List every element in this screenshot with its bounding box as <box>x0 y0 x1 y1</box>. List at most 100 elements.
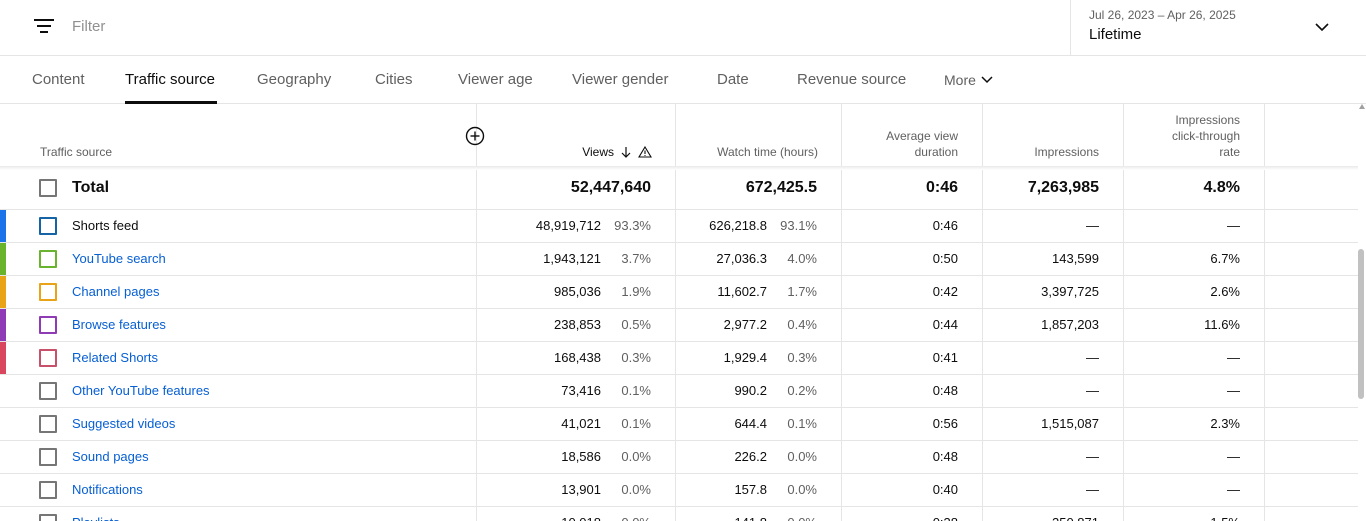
tab-date[interactable]: Date <box>717 71 749 88</box>
views-value: 1,943,121 <box>543 251 601 266</box>
chevron-down-icon[interactable] <box>1313 18 1331 36</box>
row-checkbox[interactable] <box>39 316 57 334</box>
tab-viewer-gender[interactable]: Viewer gender <box>572 71 669 88</box>
date-range-label: Lifetime <box>1089 26 1142 43</box>
add-metric-icon[interactable] <box>465 126 485 146</box>
sort-down-icon[interactable] <box>620 146 632 158</box>
traffic-source-name[interactable]: YouTube search <box>72 251 166 266</box>
avg-view-duration-value: 0:48 <box>932 449 958 464</box>
views-value: 10,018 <box>480 515 601 521</box>
scrollbar-thumb[interactable] <box>1358 249 1364 399</box>
views-percent: 0.1% <box>621 416 651 431</box>
header-ctr-line2: click-through <box>1171 129 1240 143</box>
watch-time-percent: 0.1% <box>787 416 817 431</box>
watch-time-percent: 1.7% <box>787 284 817 299</box>
row-checkbox[interactable] <box>39 382 57 400</box>
header-watch-time[interactable]: Watch time (hours) <box>717 145 818 159</box>
watch-time-percent: 0.0% <box>771 515 817 521</box>
total-watch-time: 672,425.5 <box>745 179 817 196</box>
date-range-selector[interactable]: Jul 26, 2023 – Apr 26, 2025 Lifetime <box>1070 0 1366 56</box>
avg-view-duration-value: 0:50 <box>932 251 958 266</box>
ctr-value: 1.5% <box>1128 515 1240 521</box>
header-average-view-duration[interactable]: Average view duration <box>850 128 958 160</box>
watch-time-percent: 0.0% <box>787 449 817 464</box>
watch-time-value: 157.8 <box>734 482 767 497</box>
tab-content[interactable]: Content <box>32 71 85 88</box>
row-checkbox[interactable] <box>39 481 57 499</box>
row-checkbox[interactable] <box>39 349 57 367</box>
views-percent: 1.9% <box>621 284 651 299</box>
row-checkbox[interactable] <box>39 448 57 466</box>
scroll-up-arrow[interactable] <box>1359 104 1365 109</box>
table-row: Suggested videos 41,021 0.1% 644.4 0.1% 0:56 1… <box>0 408 1358 441</box>
watch-time-percent: 0.3% <box>787 350 817 365</box>
traffic-source-name[interactable]: Notifications <box>72 482 143 497</box>
series-color-bar <box>0 507 6 521</box>
report-tabs: Content Traffic source Geography Cities … <box>0 56 1366 104</box>
column-divider <box>1264 104 1265 521</box>
impressions-value: 1,515,087 <box>1041 416 1099 431</box>
total-checkbox[interactable] <box>39 179 57 197</box>
tab-geography[interactable]: Geography <box>257 71 332 88</box>
impressions-value: — <box>1086 350 1099 365</box>
header-views-label: Views <box>582 145 614 159</box>
row-checkbox[interactable] <box>39 514 57 521</box>
tab-more[interactable]: More <box>944 72 994 88</box>
column-divider <box>841 104 842 521</box>
traffic-source-name[interactable]: Other YouTube features <box>72 383 210 398</box>
column-divider <box>982 104 983 521</box>
ctr-value: — <box>1227 350 1240 365</box>
table-row: Other YouTube features 73,416 0.1% 990.2 0.2… <box>0 375 1358 408</box>
tab-cities[interactable]: Cities <box>375 71 413 88</box>
header-ctr-line3: rate <box>1219 145 1240 159</box>
filter-icon[interactable] <box>34 18 54 34</box>
tab-traffic-source[interactable]: Traffic source <box>125 71 216 88</box>
series-color-bar <box>0 309 6 341</box>
views-value: 73,416 <box>561 383 601 398</box>
active-tab-indicator <box>125 101 217 104</box>
watch-time-value: 141.8 <box>680 515 767 521</box>
header-impressions-ctr[interactable]: Impressions click-through rate <box>1130 112 1240 160</box>
filter-input[interactable]: Filter <box>72 18 106 35</box>
table-row: YouTube search 1,943,121 3.7% 27,036.3 4.0% 0… <box>0 243 1358 276</box>
traffic-source-name[interactable]: Sound pages <box>72 449 149 464</box>
table-row: Browse features 238,853 0.5% 2,977.2 0.4% 0:4… <box>0 309 1358 342</box>
row-checkbox[interactable] <box>39 283 57 301</box>
impressions-value: — <box>1086 218 1099 233</box>
tab-revenue-source[interactable]: Revenue source <box>797 71 907 88</box>
views-percent: 3.7% <box>621 251 651 266</box>
row-checkbox[interactable] <box>39 415 57 433</box>
date-range-text: Jul 26, 2023 – Apr 26, 2025 <box>1089 8 1236 22</box>
watch-time-value: 1,929.4 <box>723 350 767 365</box>
header-impressions[interactable]: Impressions <box>1034 145 1099 159</box>
traffic-source-name[interactable]: Suggested videos <box>72 416 176 431</box>
avg-view-duration-value: 0:46 <box>932 218 958 233</box>
header-ctr-line1: Impressions <box>1175 113 1240 127</box>
vertical-scrollbar[interactable] <box>1358 104 1366 521</box>
ctr-value: — <box>1227 383 1240 398</box>
header-traffic-source[interactable]: Traffic source <box>40 145 113 159</box>
series-color-bar <box>0 408 6 440</box>
series-color-bar <box>0 441 6 473</box>
column-divider <box>476 104 477 521</box>
traffic-source-name[interactable]: Browse features <box>72 317 166 332</box>
views-value: 238,853 <box>554 317 601 332</box>
watch-time-value: 990.2 <box>734 383 767 398</box>
ctr-value: — <box>1227 449 1240 464</box>
row-checkbox[interactable] <box>39 250 57 268</box>
column-divider <box>1123 104 1124 521</box>
tab-viewer-age[interactable]: Viewer age <box>458 71 533 88</box>
traffic-source-name[interactable]: Related Shorts <box>72 350 158 365</box>
header-views[interactable]: Views <box>520 144 652 160</box>
header-avg-line1: Average view <box>886 129 958 143</box>
views-value: 48,919,712 <box>535 218 601 233</box>
watch-time-percent: 4.0% <box>787 251 817 266</box>
traffic-source-name[interactable]: Channel pages <box>72 284 160 299</box>
watch-time-value: 11,602.7 <box>717 284 767 299</box>
traffic-source-table: Traffic source Views Watch time (hours) … <box>0 104 1358 521</box>
watch-time-percent: 0.0% <box>787 482 817 497</box>
impressions-value: 3,397,725 <box>1041 284 1099 299</box>
warning-icon[interactable] <box>638 146 652 158</box>
traffic-source-name[interactable]: Playlists <box>72 515 120 521</box>
row-checkbox[interactable] <box>39 217 57 235</box>
